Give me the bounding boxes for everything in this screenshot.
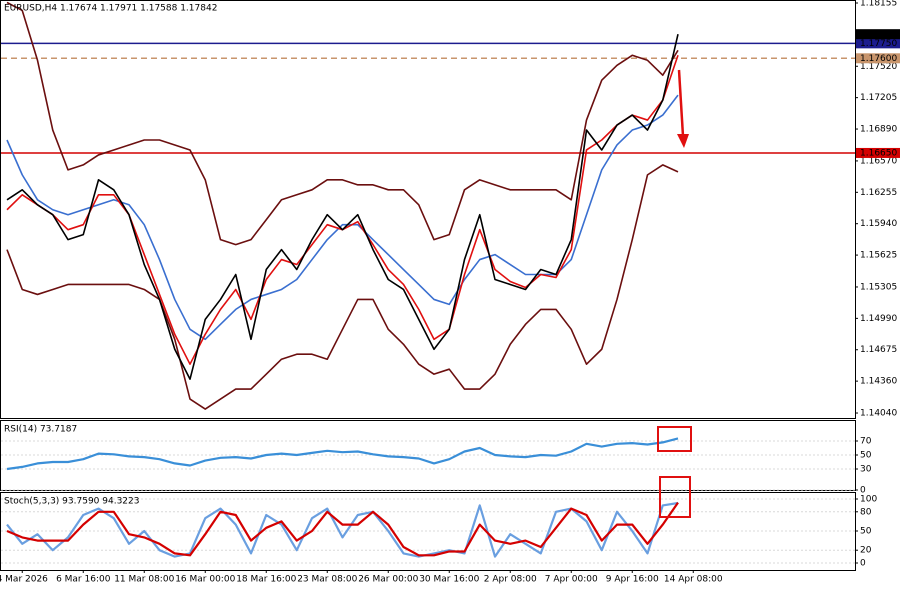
- x-tick-label: 14 Apr 08:00: [664, 575, 723, 585]
- x-tick-label: 4 Mar 2026: [0, 575, 48, 585]
- x-tick-label: 16 Mar 00:00: [175, 575, 235, 585]
- series-line: [6, 1, 679, 246]
- y-tick-label: 1.14990: [860, 314, 897, 324]
- x-tick-label: 26 Mar 00:00: [358, 575, 418, 585]
- y-tick-label: 70: [860, 437, 872, 447]
- y-tick-label: 1.16255: [860, 188, 897, 198]
- level-label: 1.16650: [860, 148, 897, 158]
- series-line: [6, 502, 679, 557]
- arrow-head: [677, 134, 689, 148]
- main-panel-frame: [0, 0, 856, 419]
- stoch-highlight: [659, 476, 691, 518]
- y-tick-label: 1.14040: [860, 409, 897, 419]
- series-line: [6, 501, 679, 558]
- series-line: [6, 164, 679, 410]
- y-tick-label: 100: [860, 495, 877, 505]
- x-tick-label: 6 Mar 16:00: [56, 575, 111, 585]
- x-tick-label: 23 Mar 08:00: [297, 575, 357, 585]
- level-label-box: [856, 147, 900, 158]
- y-tick-label: 20: [860, 546, 872, 556]
- y-tick-label: 1.15940: [860, 219, 897, 229]
- annotations: [657, 69, 692, 518]
- y-tick-label: 1.14675: [860, 345, 897, 355]
- y-tick-label: 50: [860, 527, 872, 537]
- x-tick-label: 9 Apr 16:00: [606, 575, 659, 585]
- level-label-box: [856, 53, 900, 64]
- panel-title: Stoch(5,3,3) 93.7590 94.3223: [4, 497, 139, 507]
- y-tick-label: 1.18155: [860, 0, 897, 8]
- x-tick-label: 18 Mar 16:00: [236, 575, 296, 585]
- last-price-box: [856, 29, 900, 40]
- y-tick-label: 0: [860, 559, 866, 569]
- y-tick-label: 1.17520: [860, 62, 897, 72]
- y-tick-label: 1.14360: [860, 377, 897, 387]
- level-label: 1.17600: [860, 54, 897, 64]
- y-tick-label: 1.16890: [860, 125, 897, 135]
- arrow-shaft: [677, 69, 685, 137]
- y-tick-label: 1.17205: [860, 93, 897, 103]
- y-tick-label: 0: [860, 486, 866, 496]
- y-tick-label: 50: [860, 451, 872, 461]
- last-price-label: 1.17842: [860, 30, 897, 40]
- series-line: [6, 33, 679, 380]
- level-label-box: [856, 38, 900, 49]
- x-tick-label: 30 Mar 16:00: [419, 575, 479, 585]
- y-tick-label: 80: [860, 507, 872, 517]
- series-line: [6, 437, 679, 471]
- y-tick-label: 1.16570: [860, 156, 897, 166]
- x-tick-label: 7 Apr 00:00: [545, 575, 598, 585]
- x-tick-label: 11 Mar 08:00: [114, 575, 174, 585]
- x-tick-label: 2 Apr 08:00: [484, 575, 537, 585]
- y-tick-label: 1.15625: [860, 251, 897, 261]
- y-tick-label: 1.15305: [860, 282, 897, 292]
- panel-title: RSI(14) 73.7187: [4, 425, 77, 435]
- level-label: 1.17750: [860, 39, 897, 49]
- rsi-highlight: [657, 426, 692, 452]
- y-tick-label: 30: [860, 465, 872, 475]
- panel-title: EURUSD,H4 1.17674 1.17971 1.17588 1.1784…: [4, 4, 217, 14]
